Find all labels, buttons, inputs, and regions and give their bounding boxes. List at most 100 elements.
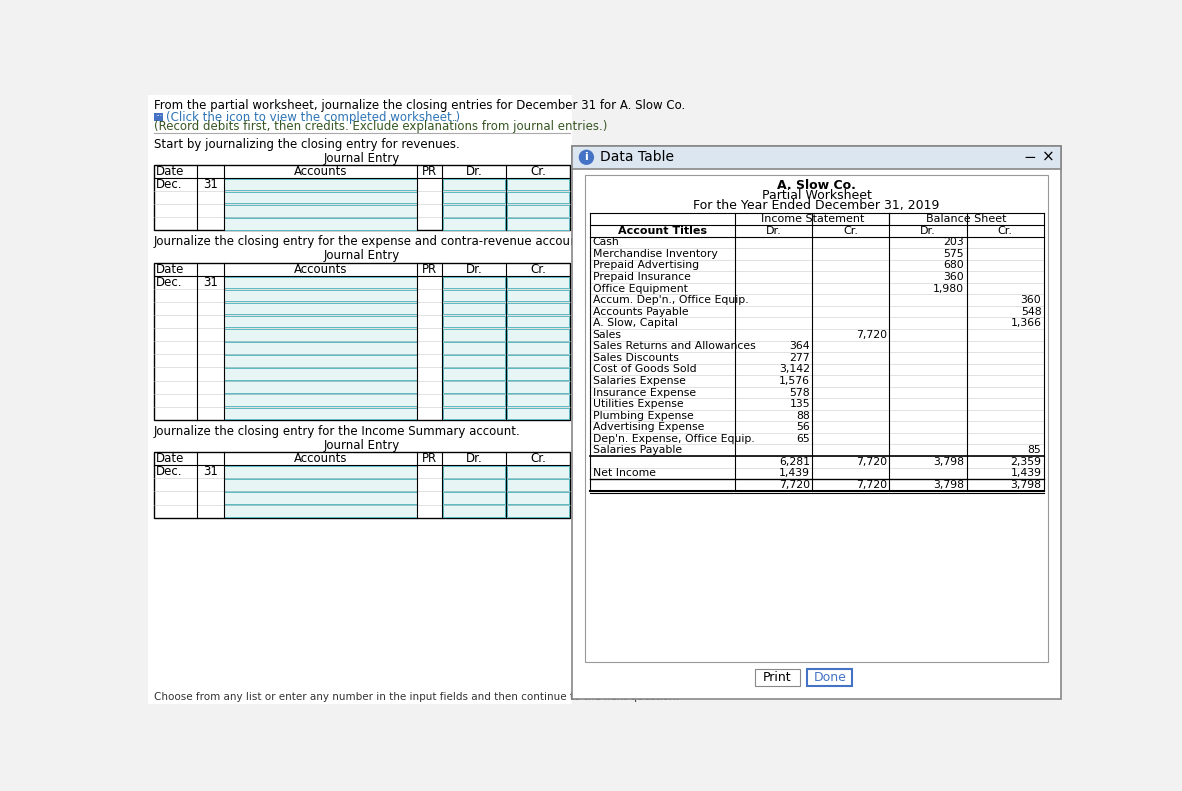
Bar	[507, 381, 570, 393]
Text: Sales Discounts: Sales Discounts	[592, 353, 678, 363]
Bar	[443, 492, 505, 504]
Text: 1,576: 1,576	[779, 376, 810, 386]
Text: 7,720: 7,720	[856, 330, 888, 340]
Text: Merchandise Inventory: Merchandise Inventory	[592, 249, 717, 259]
Text: Sales: Sales	[592, 330, 622, 340]
Text: Account Titles: Account Titles	[618, 225, 707, 236]
Bar	[225, 492, 417, 504]
Bar	[443, 342, 505, 354]
Bar	[443, 355, 505, 367]
Bar	[443, 505, 505, 517]
Text: Print: Print	[762, 672, 792, 684]
Bar	[572, 146, 1060, 698]
Text: Balance Sheet: Balance Sheet	[927, 214, 1007, 225]
Text: 3,798: 3,798	[934, 457, 965, 467]
Bar	[225, 218, 417, 229]
Text: Dr.: Dr.	[766, 225, 781, 236]
Bar	[507, 466, 570, 478]
Text: 3,798: 3,798	[1011, 480, 1041, 490]
Bar	[443, 466, 505, 478]
Text: 203: 203	[943, 237, 965, 248]
Bar	[225, 407, 417, 419]
Text: Journal Entry: Journal Entry	[324, 249, 401, 263]
Text: Salaries Expense: Salaries Expense	[592, 376, 686, 386]
Bar	[225, 369, 417, 380]
Bar	[507, 342, 570, 354]
Text: 31: 31	[203, 465, 219, 479]
Text: 1,439: 1,439	[1011, 468, 1041, 479]
Bar	[225, 355, 417, 367]
Text: Date: Date	[156, 165, 184, 178]
Bar	[443, 329, 505, 341]
Bar	[443, 192, 505, 203]
Bar	[443, 205, 505, 217]
Bar	[507, 505, 570, 517]
Text: 31: 31	[203, 178, 219, 191]
Bar	[225, 381, 417, 393]
Bar	[585, 175, 1048, 661]
Bar	[443, 218, 505, 229]
Text: 575: 575	[943, 249, 965, 259]
Bar	[225, 316, 417, 327]
Text: Office Equipment: Office Equipment	[592, 284, 688, 293]
Bar	[154, 452, 570, 517]
Bar	[507, 329, 570, 341]
Text: PR: PR	[422, 263, 437, 276]
Bar	[443, 381, 505, 393]
Bar	[443, 303, 505, 314]
Text: 364: 364	[790, 342, 810, 351]
Text: Date: Date	[156, 452, 184, 465]
Bar	[225, 342, 417, 354]
Bar	[443, 277, 505, 288]
Text: Income Statement: Income Statement	[761, 214, 864, 225]
Text: ×: ×	[1041, 149, 1054, 165]
Bar	[225, 192, 417, 203]
Bar	[507, 395, 570, 406]
Text: :::: :::	[155, 112, 162, 117]
Text: Date: Date	[156, 263, 184, 276]
Text: Cr.: Cr.	[530, 165, 546, 178]
Bar	[225, 479, 417, 490]
Text: A. Slow Co.: A. Slow Co.	[777, 179, 856, 191]
Text: PR: PR	[422, 452, 437, 465]
Text: 6,281: 6,281	[779, 457, 810, 467]
Bar	[507, 407, 570, 419]
Text: (Click the icon to view the completed worksheet.): (Click the icon to view the completed wo…	[167, 111, 461, 123]
Circle shape	[579, 150, 593, 165]
Text: 65: 65	[797, 433, 810, 444]
Text: Prepaid Advertising: Prepaid Advertising	[592, 260, 699, 271]
Bar	[507, 316, 570, 327]
Text: 88: 88	[797, 411, 810, 421]
Bar	[225, 395, 417, 406]
Bar	[443, 290, 505, 301]
Bar	[443, 407, 505, 419]
Bar	[507, 277, 570, 288]
Text: Advertising Expense: Advertising Expense	[592, 422, 704, 432]
Text: 360: 360	[943, 272, 965, 282]
Text: Dec.: Dec.	[156, 178, 183, 191]
Text: A. Slow, Capital: A. Slow, Capital	[592, 318, 677, 328]
Bar	[443, 395, 505, 406]
Text: Done: Done	[813, 672, 846, 684]
Text: 3,798: 3,798	[934, 480, 965, 490]
Text: Cr.: Cr.	[530, 263, 546, 276]
Text: Dec.: Dec.	[156, 465, 183, 479]
Text: Accounts: Accounts	[294, 165, 348, 178]
Bar	[507, 179, 570, 191]
Bar	[443, 179, 505, 191]
Text: Start by journalizing the closing entry for revenues.: Start by journalizing the closing entry …	[154, 138, 460, 151]
Bar	[225, 466, 417, 478]
Text: Dr.: Dr.	[920, 225, 936, 236]
Text: Salaries Payable: Salaries Payable	[592, 445, 682, 456]
Text: 3,142: 3,142	[779, 365, 810, 374]
Text: 7,720: 7,720	[856, 457, 888, 467]
Text: 360: 360	[1020, 295, 1041, 305]
Bar	[154, 165, 570, 230]
Text: 1,366: 1,366	[1011, 318, 1041, 328]
Text: Sales Returns and Allowances: Sales Returns and Allowances	[592, 342, 755, 351]
Text: Accum. Dep'n., Office Equip.: Accum. Dep'n., Office Equip.	[592, 295, 748, 305]
Bar	[507, 192, 570, 203]
Text: Accounts Payable: Accounts Payable	[592, 307, 688, 316]
Bar	[225, 303, 417, 314]
Bar	[807, 669, 852, 687]
